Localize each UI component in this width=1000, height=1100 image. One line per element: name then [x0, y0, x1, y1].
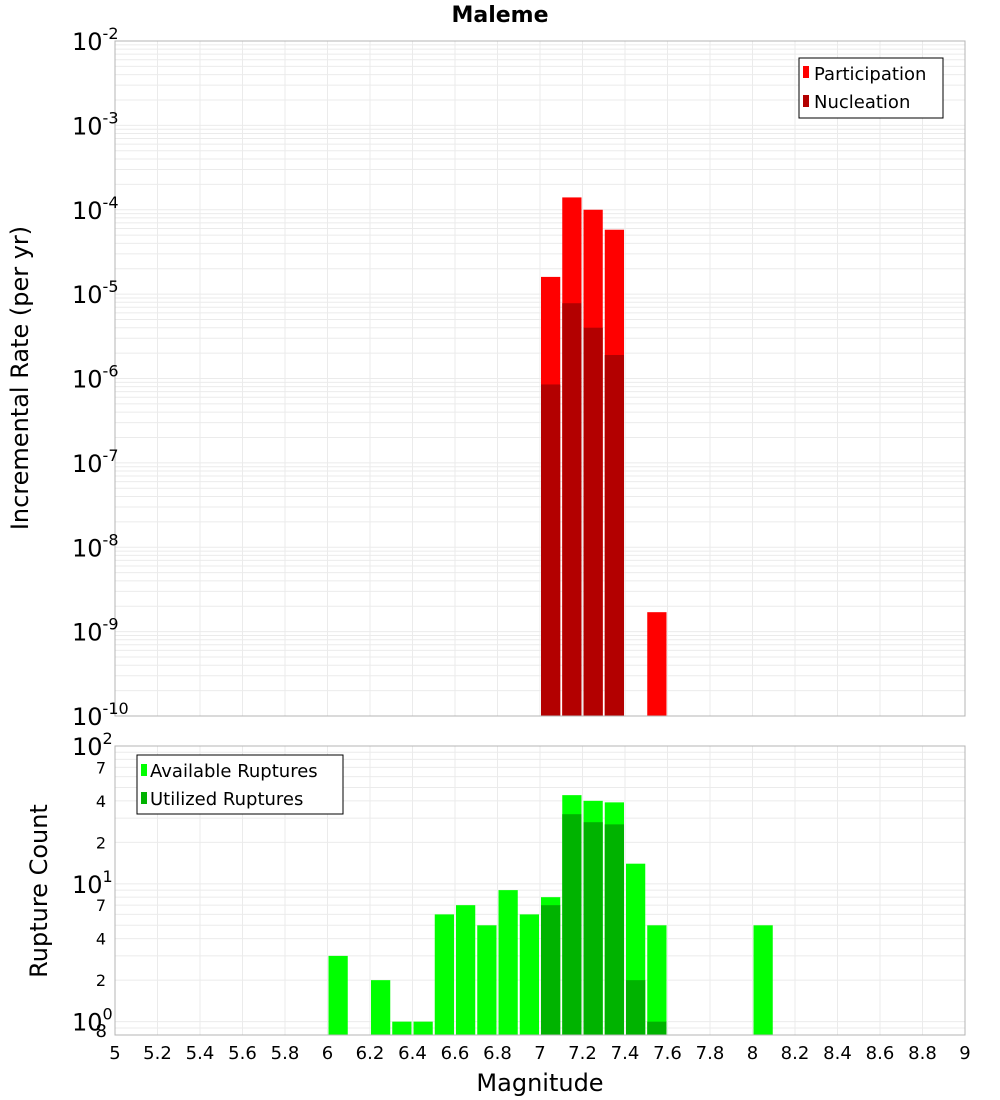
- count-y-tick-label: 101: [72, 867, 113, 899]
- rate-y-tick-label: 10-7: [72, 446, 119, 478]
- rate-panel: 10-10 10-9 10-8 10-7 10-6 10-5 10-4 10-3 10-2 In…: [6, 24, 966, 731]
- count-y-minor-tick-label: 2: [96, 971, 106, 990]
- rate-y-tick-label: 10-6: [72, 362, 119, 394]
- rate-y-tick-label: 10-2: [72, 24, 119, 56]
- rate-plot-border: [114, 40, 966, 717]
- rate-y-tick-label: 10-5: [72, 277, 119, 309]
- rate-y-tick-label: 10-3: [72, 108, 119, 140]
- count-y-axis-ticks: 100 101 102 8 2 4 7 2 4 7: [72, 729, 113, 1042]
- available-bar: [477, 925, 497, 1035]
- participation-legend-swatch: [803, 66, 809, 78]
- available-bar: [413, 1021, 433, 1035]
- utilized-bar: [626, 980, 646, 1035]
- count-y-minor-tick-label: 4: [96, 792, 106, 811]
- count-legend: Available Ruptures Utilized Ruptures: [136, 754, 344, 815]
- x-axis-ticks: 5 5.2 5.4 5.6 5.8 6 6.2 6.4 6.6 6.8 7 7.2 7.4 7.6 7.8 8…: [109, 1043, 970, 1064]
- x-tick-label: 7.2: [568, 1043, 597, 1064]
- nucleation-bar: [562, 303, 582, 716]
- count-grid: [114, 745, 966, 1036]
- utilized-bar: [583, 822, 603, 1035]
- rate-grid: [114, 41, 966, 717]
- available-bar: [519, 914, 539, 1035]
- utilized-bar: [562, 814, 582, 1035]
- count-y-tick-label: 100: [72, 1005, 113, 1037]
- x-tick-label: 6.8: [483, 1043, 512, 1064]
- utilized-legend-swatch: [141, 792, 147, 804]
- x-tick-label: 8.6: [866, 1043, 895, 1064]
- x-tick-label: 7.8: [696, 1043, 725, 1064]
- participation-bar: [647, 612, 667, 716]
- nucleation-bar: [583, 327, 603, 716]
- count-plot-border: [114, 745, 966, 1036]
- utilized-bar: [541, 905, 561, 1035]
- participation-legend-label: Participation: [814, 64, 926, 85]
- available-bar: [498, 890, 518, 1035]
- rate-y-tick-label: 10-10: [72, 699, 129, 731]
- count-y-minor-tick-label: 4: [96, 930, 106, 949]
- chart-title: Maleme: [451, 3, 548, 28]
- count-y-minor-tick-label: 7: [96, 758, 106, 777]
- available-legend-swatch: [141, 764, 147, 776]
- count-y-minor-tick-label: 2: [96, 833, 106, 852]
- count-y-minor-tick-label: 7: [96, 896, 106, 915]
- x-tick-label: 8.2: [781, 1043, 810, 1064]
- count-y-axis-title: Rupture Count: [25, 804, 53, 978]
- x-tick-label: 7.6: [653, 1043, 682, 1064]
- x-tick-label: 9: [959, 1043, 970, 1064]
- x-tick-label: 5.8: [271, 1043, 300, 1064]
- available-bar: [328, 955, 348, 1035]
- x-tick-label: 8.8: [908, 1043, 937, 1064]
- x-tick-label: 6.4: [398, 1043, 427, 1064]
- rate-y-tick-label: 10-9: [72, 615, 119, 647]
- count-y-tick-label: 102: [72, 729, 113, 761]
- utilized-bar: [647, 1021, 667, 1035]
- x-tick-label: 5.2: [143, 1043, 172, 1064]
- x-tick-label: 7: [534, 1043, 545, 1064]
- x-tick-label: 5.4: [186, 1043, 215, 1064]
- rate-y-tick-label: 10-4: [72, 193, 119, 225]
- count-bars: [328, 795, 773, 1035]
- x-tick-label: 5.6: [228, 1043, 257, 1064]
- nucleation-legend-label: Nucleation: [814, 92, 910, 113]
- available-legend-label: Available Ruptures: [150, 761, 318, 782]
- count-panel: 100 101 102 8 2 4 7 2 4 7 5 5.2 5.4 5.6 5.8 6 6.2 6.4 6.6…: [25, 729, 971, 1097]
- nucleation-bar: [604, 354, 624, 716]
- rate-y-axis-ticks: 10-10 10-9 10-8 10-7 10-6 10-5 10-4 10-3 10-2: [72, 24, 129, 731]
- available-bar: [434, 914, 454, 1035]
- available-bar: [753, 925, 773, 1035]
- rate-legend-box: [798, 57, 944, 119]
- x-tick-label: 5: [109, 1043, 120, 1064]
- rate-legend: Participation Nucleation: [798, 57, 944, 119]
- count-y-minor-tick-label: 8: [96, 1021, 107, 1042]
- x-tick-label: 8: [747, 1043, 758, 1064]
- available-bar: [371, 980, 391, 1035]
- x-tick-label: 6.2: [356, 1043, 385, 1064]
- available-bar: [647, 925, 667, 1035]
- rate-bars: [541, 197, 667, 717]
- x-tick-label: 7.4: [611, 1043, 640, 1064]
- utilized-bar: [604, 824, 624, 1035]
- x-tick-label: 6.6: [441, 1043, 470, 1064]
- nucleation-bar: [541, 384, 561, 716]
- x-axis-title: Magnitude: [476, 1069, 603, 1097]
- x-tick-label: 8.4: [823, 1043, 852, 1064]
- nucleation-legend-swatch: [803, 95, 809, 107]
- rate-y-axis-title: Incremental Rate (per yr): [6, 226, 34, 530]
- rate-y-tick-label: 10-8: [72, 530, 119, 562]
- x-tick-label: 6: [322, 1043, 333, 1064]
- available-bar: [392, 1021, 412, 1035]
- available-bar: [456, 905, 476, 1035]
- utilized-legend-label: Utilized Ruptures: [150, 789, 303, 810]
- count-legend-box: [136, 754, 344, 815]
